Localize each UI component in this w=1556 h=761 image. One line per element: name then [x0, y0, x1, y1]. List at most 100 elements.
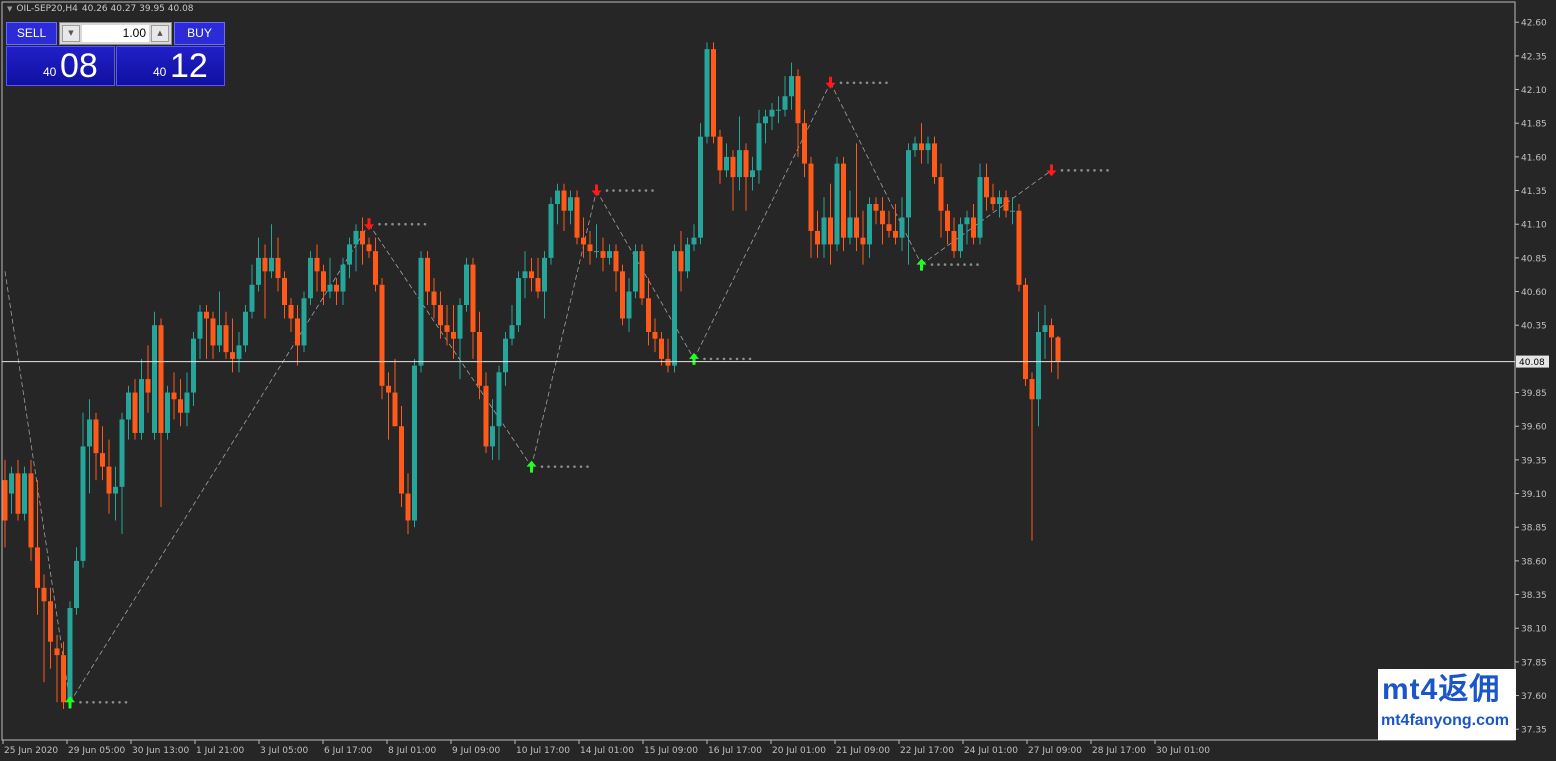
candle-body [269, 257, 274, 272]
candle-body [542, 257, 547, 292]
candle-body [139, 379, 144, 433]
candle-body [737, 150, 742, 178]
candle-body [841, 163, 846, 238]
candle-body [899, 217, 905, 238]
stop-level-dot [625, 189, 628, 192]
stop-level-dot [547, 465, 550, 468]
stop-level-dot [573, 465, 576, 468]
candle-body [782, 96, 788, 110]
time-axis[interactable]: 25 Jun 2020 29 Jun 05:00 30 Jun 13:00 1 Jul… [2, 740, 1210, 756]
lot-size-input[interactable]: 1.00 [82, 25, 149, 42]
candle-body [275, 257, 281, 279]
candle-body [568, 197, 573, 211]
candle-body [2, 480, 8, 521]
candle-body [223, 325, 229, 353]
sell-signal-arrow-icon [591, 184, 602, 197]
candle-body [750, 170, 755, 178]
stop-level-dot [566, 465, 570, 468]
zigzag-segment [368, 223, 532, 467]
symbol-label: OIL-SEP20,H4 [16, 4, 78, 14]
candle-body [100, 453, 105, 467]
stop-level-dot [423, 222, 427, 226]
candle-body [893, 230, 898, 238]
candle-body [464, 264, 469, 306]
candle-body [587, 244, 593, 252]
y-tick-label: 41.35 [1521, 187, 1547, 197]
stop-level-dot [852, 81, 856, 85]
stop-level-dot [397, 222, 401, 226]
candle-body [860, 237, 866, 245]
stop-level-dot [1099, 169, 1103, 172]
x-tick-label: 8 Jul 01:00 [388, 746, 437, 756]
candle-body [340, 264, 346, 292]
candle-body [477, 331, 482, 386]
sell-price-prefix: 40 [43, 65, 57, 79]
candle-body [243, 311, 248, 346]
candle-body [48, 601, 53, 642]
candle-body [769, 109, 775, 117]
collapse-triangle-icon[interactable]: ▼ [7, 5, 13, 13]
candle-body [698, 136, 703, 238]
candle-body [548, 204, 554, 258]
candle-body [282, 278, 287, 306]
candle-body [678, 251, 684, 272]
candle-body [951, 230, 957, 252]
candle-body [483, 385, 489, 447]
candle-body [964, 217, 970, 225]
sell-price-box[interactable]: 40 08 [6, 46, 115, 86]
candle-body [347, 244, 352, 265]
candle-body [28, 473, 34, 548]
stop-level-dot [105, 700, 108, 704]
candle-body [639, 251, 645, 299]
stop-level-dot [651, 189, 654, 192]
lot-decrease-button[interactable]: ▼ [62, 25, 80, 42]
candle-body [67, 608, 73, 703]
stop-level-dot [560, 465, 563, 468]
candle-body [1016, 210, 1022, 285]
stop-level-dot [1080, 169, 1083, 172]
candle-body [412, 365, 417, 521]
candle-body [1036, 331, 1041, 400]
candle-body [230, 352, 235, 359]
candle-body [236, 345, 242, 359]
candle-body [919, 143, 924, 151]
stop-level-dot [1106, 169, 1109, 172]
y-tick-label: 38.60 [1521, 557, 1547, 567]
y-tick-label: 38.85 [1521, 524, 1547, 534]
candle-body [106, 466, 112, 494]
zigzag-segment [69, 223, 370, 703]
x-tick-label: 16 Jul 17:00 [708, 746, 762, 756]
y-tick-label: 38.10 [1521, 625, 1547, 635]
candle-body [9, 473, 14, 494]
candle-body [977, 177, 983, 238]
candle-body [22, 473, 27, 514]
candle-body [54, 648, 60, 656]
candle-body [210, 318, 216, 346]
stop-level-dot [579, 465, 583, 468]
stop-level-dot [118, 700, 121, 704]
buy-signal-arrow-icon [689, 352, 699, 365]
buy-price-box[interactable]: 40 12 [116, 46, 225, 86]
symbol-info: ▼ OIL-SEP20,H4 40.26 40.27 39.95 40.08 [7, 4, 194, 14]
stop-level-dot [716, 357, 719, 361]
candle-body [334, 284, 339, 292]
lot-increase-button[interactable]: ▲ [151, 25, 169, 42]
y-tick-label: 40.85 [1521, 254, 1547, 264]
candle-body [626, 291, 632, 319]
candle-body [821, 217, 827, 245]
buy-signal-arrow-icon [916, 258, 927, 271]
candle-body [184, 392, 190, 413]
candle-body [1049, 325, 1054, 338]
stop-level-dot [859, 81, 862, 85]
buy-signal-arrow-icon [526, 460, 537, 473]
price-axis[interactable]: 42.60 42.35 42.10 41.85 41.60 41.35 41.10 40.85… [1515, 19, 1549, 736]
x-tick-label: 30 Jun 13:00 [132, 746, 189, 756]
sell-button[interactable]: SELL [6, 22, 57, 45]
stop-level-dot [98, 700, 102, 704]
buy-button[interactable]: BUY [174, 22, 225, 45]
candle-body [847, 217, 853, 238]
x-tick-label: 14 Jul 01:00 [580, 746, 634, 756]
stop-level-dot [79, 700, 82, 704]
candle-body [646, 298, 651, 332]
